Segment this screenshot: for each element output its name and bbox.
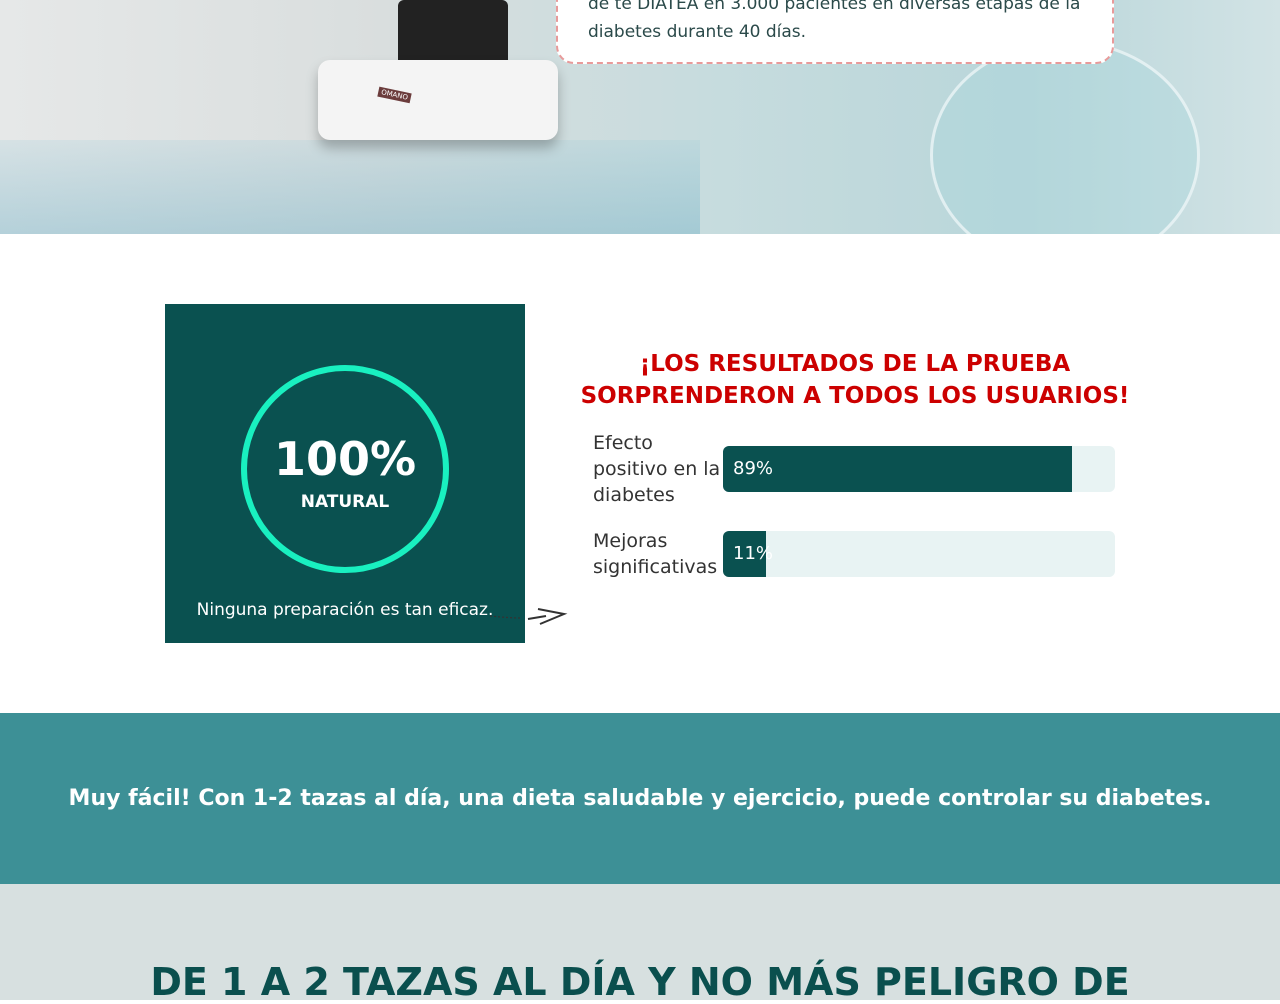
progress-bar: 11% [723,531,1115,577]
progress-fill: 89% [723,446,1072,492]
progress-ring [241,365,449,573]
results-section: 100% NATURAL Ninguna preparación es tan … [0,234,1280,713]
card-text-1: de te DIATEA en 3.000 pacientes en diver… [588,0,1081,14]
section-heading: DE 1 A 2 TAZAS AL DÍA Y NO MÁS PELIGRO D… [150,960,1130,1004]
badge-value: 100% [273,432,417,486]
badge-note: Ninguna preparación es tan eficaz. [196,600,494,620]
progress-fill: 11% [723,531,773,577]
microscope-image: OMANO [318,0,570,165]
bar-label: Mejoras significativas [593,530,718,578]
card-text-2: diabetes durante 40 días. [588,22,807,42]
badge-label: NATURAL [300,492,390,512]
bar-row: Efecto positivo en la diabetes 89% [593,430,1115,508]
results-title: ¡LOS RESULTADOS DE LA PRUEBA SORPRENDERO… [580,351,1130,409]
arrow-icon [490,608,568,625]
flask-image [930,40,1200,234]
bar-row: Mejoras significativas 11% [593,528,1115,580]
progress-bar: 89% [723,446,1115,492]
bar-label: Efecto positivo en la diabetes [593,432,721,506]
usage-banner: Muy fácil! Con 1-2 tazas al día, una die… [0,713,1280,884]
info-card: de te DIATEA en 3.000 pacientes en diver… [556,0,1114,64]
bottom-section: DE 1 A 2 TAZAS AL DÍA Y NO MÁS PELIGRO D… [0,884,1280,1004]
natural-badge-box: 100% NATURAL Ninguna preparación es tan … [165,304,525,643]
lab-background [0,140,700,234]
hero-section: OMANO de te DIATEA en 3.000 pacientes en… [0,0,1280,234]
